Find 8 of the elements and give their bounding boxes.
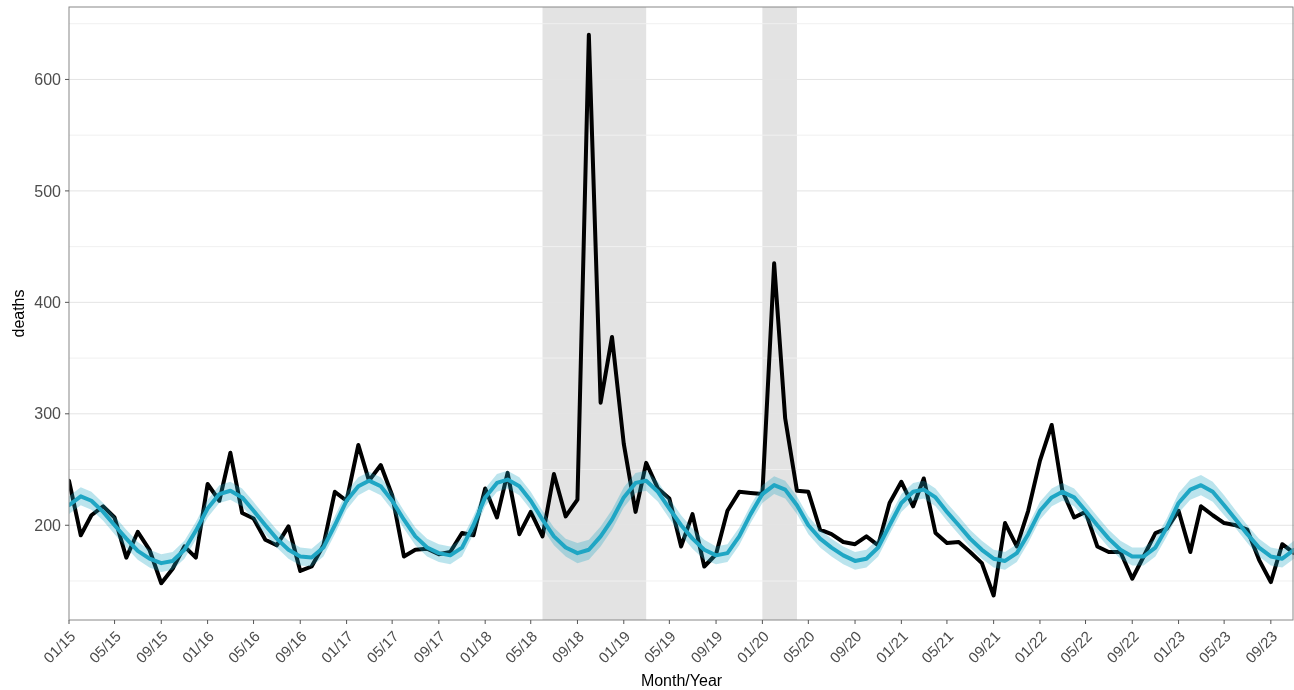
y-tick-label: 400 [34, 293, 62, 311]
y-axis-title: deaths [10, 289, 27, 338]
y-tick-label: 200 [34, 516, 62, 534]
x-axis-title: Month/Year [640, 672, 723, 689]
line-series [69, 32, 1294, 598]
y-tick-label: 500 [34, 182, 62, 200]
y-tick-label: 600 [34, 71, 62, 89]
y-tick-label: 300 [34, 405, 62, 423]
